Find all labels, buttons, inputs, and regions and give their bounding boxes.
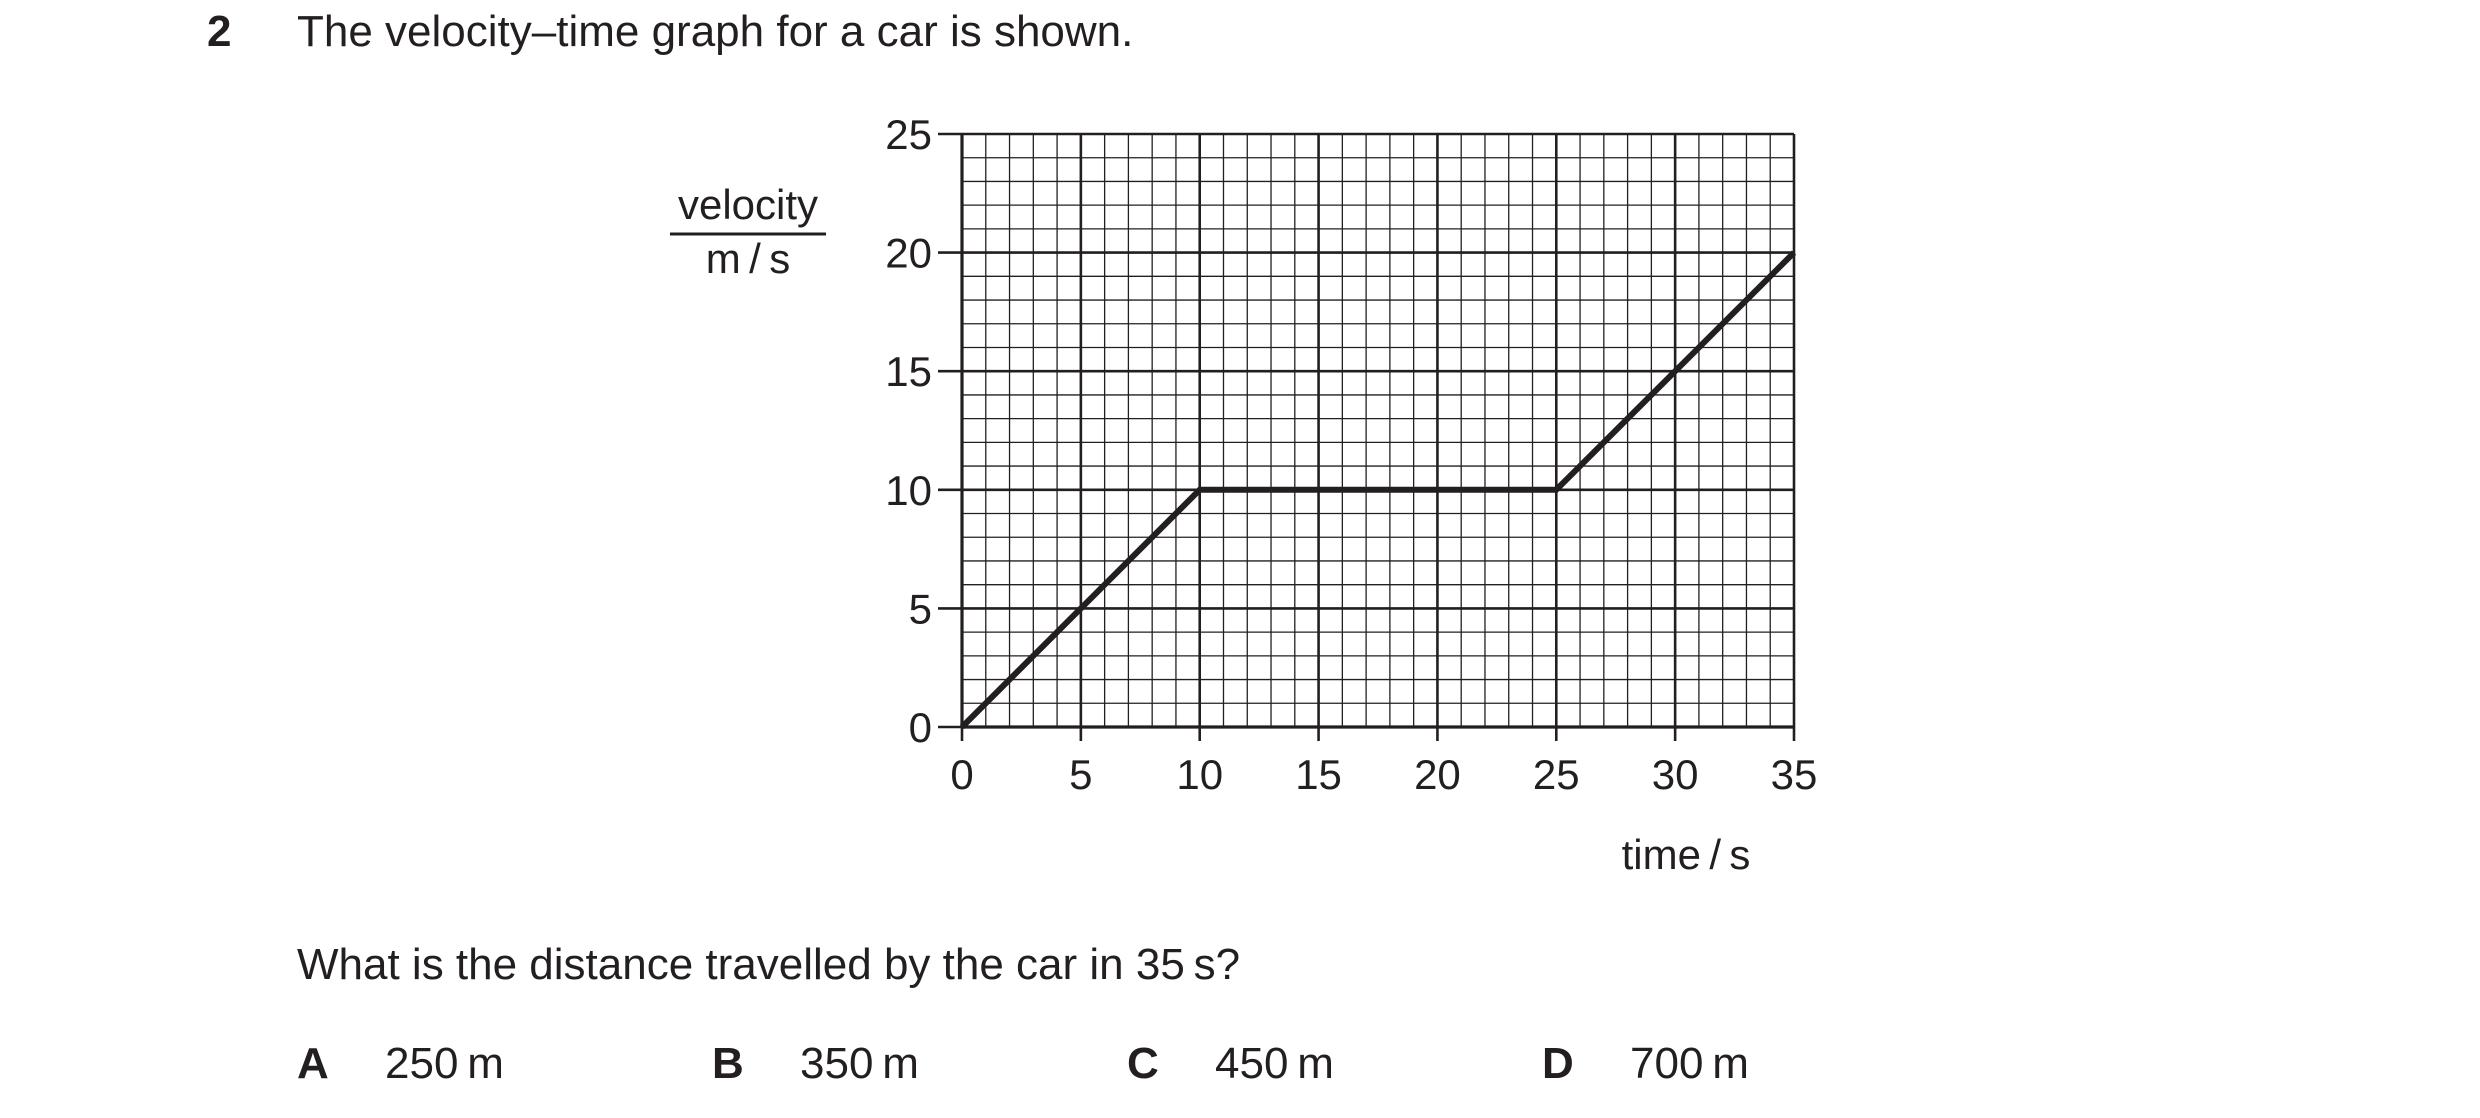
option-b-value: 350 m <box>800 1039 919 1088</box>
y-tick-label: 15 <box>885 348 932 395</box>
option-c-letter: C <box>1127 1039 1159 1088</box>
option-d-value: 700 m <box>1630 1039 1749 1088</box>
series-group <box>959 250 1797 730</box>
option-a-value: 250 m <box>385 1039 504 1088</box>
x-tick-label: 5 <box>1069 751 1092 798</box>
tick-labels: 0 5 10 15 20 25 30 35 0 5 10 15 20 25 <box>885 111 1817 798</box>
x-tick-label: 25 <box>1533 751 1580 798</box>
x-tick-label: 30 <box>1652 751 1699 798</box>
y-tick-label: 10 <box>885 467 932 514</box>
minor-grid <box>961 133 1795 728</box>
option-d[interactable]: D 700 m <box>1542 1034 1749 1094</box>
y-tick-label: 20 <box>885 230 932 277</box>
option-a[interactable]: A 250 m <box>297 1034 504 1094</box>
y-axis-label-unit: m / s <box>706 235 790 282</box>
x-axis-label: time / s <box>1622 831 1751 878</box>
x-tick-label: 20 <box>1414 751 1461 798</box>
x-tick-label: 15 <box>1295 751 1342 798</box>
option-d-letter: D <box>1542 1039 1574 1088</box>
y-tick-label: 5 <box>909 585 932 632</box>
x-tick-label: 35 <box>1771 751 1818 798</box>
question-text: The velocity–time graph for a car is sho… <box>297 7 1134 56</box>
question-number: 2 <box>207 7 232 56</box>
y-tick-label: 25 <box>885 111 932 158</box>
series-line <box>959 250 1797 730</box>
x-tick-label: 0 <box>950 751 973 798</box>
option-b-letter: B <box>712 1039 744 1088</box>
major-grid <box>960 132 1796 729</box>
option-a-letter: A <box>297 1039 329 1088</box>
option-c[interactable]: C 450 m <box>1127 1034 1334 1094</box>
question-prompt: What is the distance travelled by the ca… <box>297 940 1241 989</box>
axis-ticks <box>938 132 1796 741</box>
option-c-value: 450 m <box>1215 1039 1334 1088</box>
y-axis-label-quantity: velocity <box>678 181 818 228</box>
option-b[interactable]: B 350 m <box>712 1034 919 1094</box>
y-tick-label: 0 <box>909 704 932 751</box>
x-tick-label: 10 <box>1176 751 1223 798</box>
